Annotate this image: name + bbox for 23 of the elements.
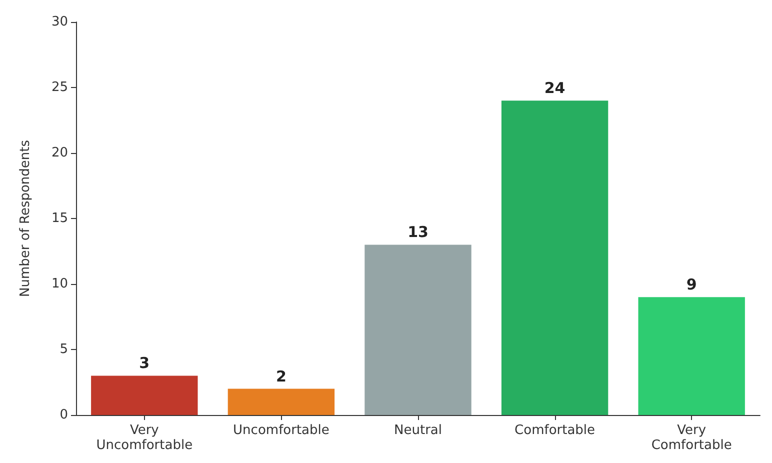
y-tick-label: 25 xyxy=(51,80,68,95)
bar xyxy=(228,388,335,415)
bar xyxy=(364,244,472,415)
x-tick-label: Uncomfortable xyxy=(233,423,330,438)
data-label: 24 xyxy=(544,79,566,98)
y-tick-label: 20 xyxy=(51,146,68,160)
x-tick-label: Very Uncomfortable xyxy=(96,423,193,453)
data-label: 9 xyxy=(686,276,697,294)
y-tick-label: 30 xyxy=(51,14,68,30)
y-axis-title: Number of Respondents xyxy=(18,140,33,298)
y-tick-label: 15 xyxy=(51,211,68,226)
y-tick-label: 5 xyxy=(60,342,68,357)
bar xyxy=(91,376,198,415)
x-tick-label: Very Comfortable xyxy=(651,423,732,453)
x-tick-label: Neutral xyxy=(394,423,442,438)
y-tick-label: 10 xyxy=(51,276,68,292)
data-label: 13 xyxy=(408,223,428,242)
y-tick-label: 0 xyxy=(60,408,68,422)
bar xyxy=(501,100,608,415)
bar xyxy=(638,297,745,415)
x-tick-label: Comfortable xyxy=(514,423,596,438)
data-label: 2 xyxy=(276,367,286,386)
data-label: 3 xyxy=(139,354,150,372)
